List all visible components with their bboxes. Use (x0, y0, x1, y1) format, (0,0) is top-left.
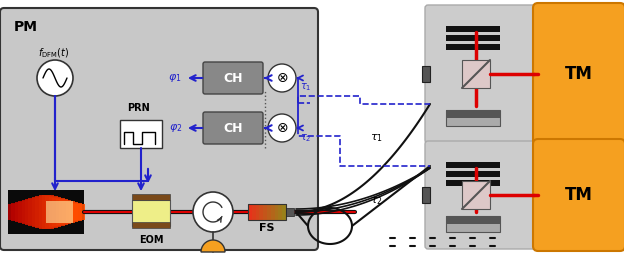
Text: FS: FS (259, 223, 275, 233)
Bar (248, 204, 286, 220)
Circle shape (268, 114, 296, 142)
Bar (248, 204, 252, 220)
Text: $\varphi_2$: $\varphi_2$ (168, 122, 182, 134)
Bar (132, 200, 170, 226)
Text: $\tau_1$: $\tau_1$ (370, 132, 383, 144)
Bar (56, 199, 68, 225)
Wedge shape (201, 240, 225, 252)
Bar (22, 200, 34, 224)
Bar (275, 204, 279, 220)
Bar (422, 187, 430, 203)
FancyBboxPatch shape (203, 62, 263, 94)
Text: PRN: PRN (127, 103, 150, 113)
Bar (66, 202, 78, 222)
Text: $\tau_1$: $\tau_1$ (300, 81, 311, 93)
FancyBboxPatch shape (203, 112, 263, 144)
Bar (462, 181, 490, 209)
FancyBboxPatch shape (0, 8, 318, 250)
Bar (132, 194, 170, 200)
Text: CH: CH (223, 122, 243, 134)
Bar (446, 171, 500, 177)
FancyBboxPatch shape (533, 3, 624, 145)
Bar (446, 110, 500, 126)
Bar (446, 35, 500, 41)
Bar (25, 199, 37, 225)
Bar (446, 162, 500, 168)
Text: $\varphi_1$: $\varphi_1$ (168, 72, 182, 84)
Circle shape (193, 192, 233, 232)
Bar (18, 201, 31, 223)
Bar (46, 196, 58, 228)
Text: PM: PM (14, 20, 38, 34)
Bar (446, 216, 500, 224)
Bar (72, 204, 85, 220)
FancyBboxPatch shape (425, 141, 537, 249)
Bar (69, 203, 82, 221)
Text: EOM: EOM (139, 235, 163, 245)
Text: $\otimes$: $\otimes$ (276, 71, 288, 85)
Bar (263, 204, 268, 220)
Bar (59, 200, 71, 224)
Bar (446, 216, 500, 232)
Text: TM: TM (565, 186, 593, 204)
Bar (267, 204, 271, 220)
Bar (260, 204, 264, 220)
Text: TM: TM (565, 65, 593, 83)
Bar (11, 203, 24, 221)
Bar (462, 60, 490, 88)
Bar (271, 204, 275, 220)
Bar (446, 110, 500, 118)
Bar (446, 44, 500, 50)
Bar (446, 26, 500, 32)
Bar (422, 66, 430, 82)
Bar (39, 195, 51, 229)
Bar (446, 180, 500, 186)
Text: $f_{\mathrm{DFM}}(t)$: $f_{\mathrm{DFM}}(t)$ (38, 46, 69, 60)
Bar (286, 208, 294, 216)
FancyBboxPatch shape (533, 139, 624, 251)
Circle shape (268, 64, 296, 92)
Bar (52, 198, 65, 226)
Bar (282, 204, 286, 220)
Text: CH: CH (223, 71, 243, 84)
Bar (8, 204, 21, 220)
Bar (252, 204, 256, 220)
Bar (132, 222, 170, 228)
Text: $\tau_2$: $\tau_2$ (300, 132, 311, 144)
Bar (62, 201, 75, 223)
Text: $\tau_2$: $\tau_2$ (370, 195, 383, 207)
Text: $\otimes$: $\otimes$ (276, 121, 288, 135)
Bar (120, 120, 162, 148)
Bar (8, 190, 84, 234)
Circle shape (37, 60, 73, 96)
Bar (256, 204, 260, 220)
Bar (46, 201, 72, 223)
Bar (35, 196, 47, 228)
Bar (29, 198, 41, 226)
Bar (32, 197, 44, 227)
Bar (15, 202, 27, 222)
Bar (49, 197, 61, 227)
FancyBboxPatch shape (425, 5, 537, 143)
Bar (278, 204, 283, 220)
Bar (42, 195, 54, 229)
